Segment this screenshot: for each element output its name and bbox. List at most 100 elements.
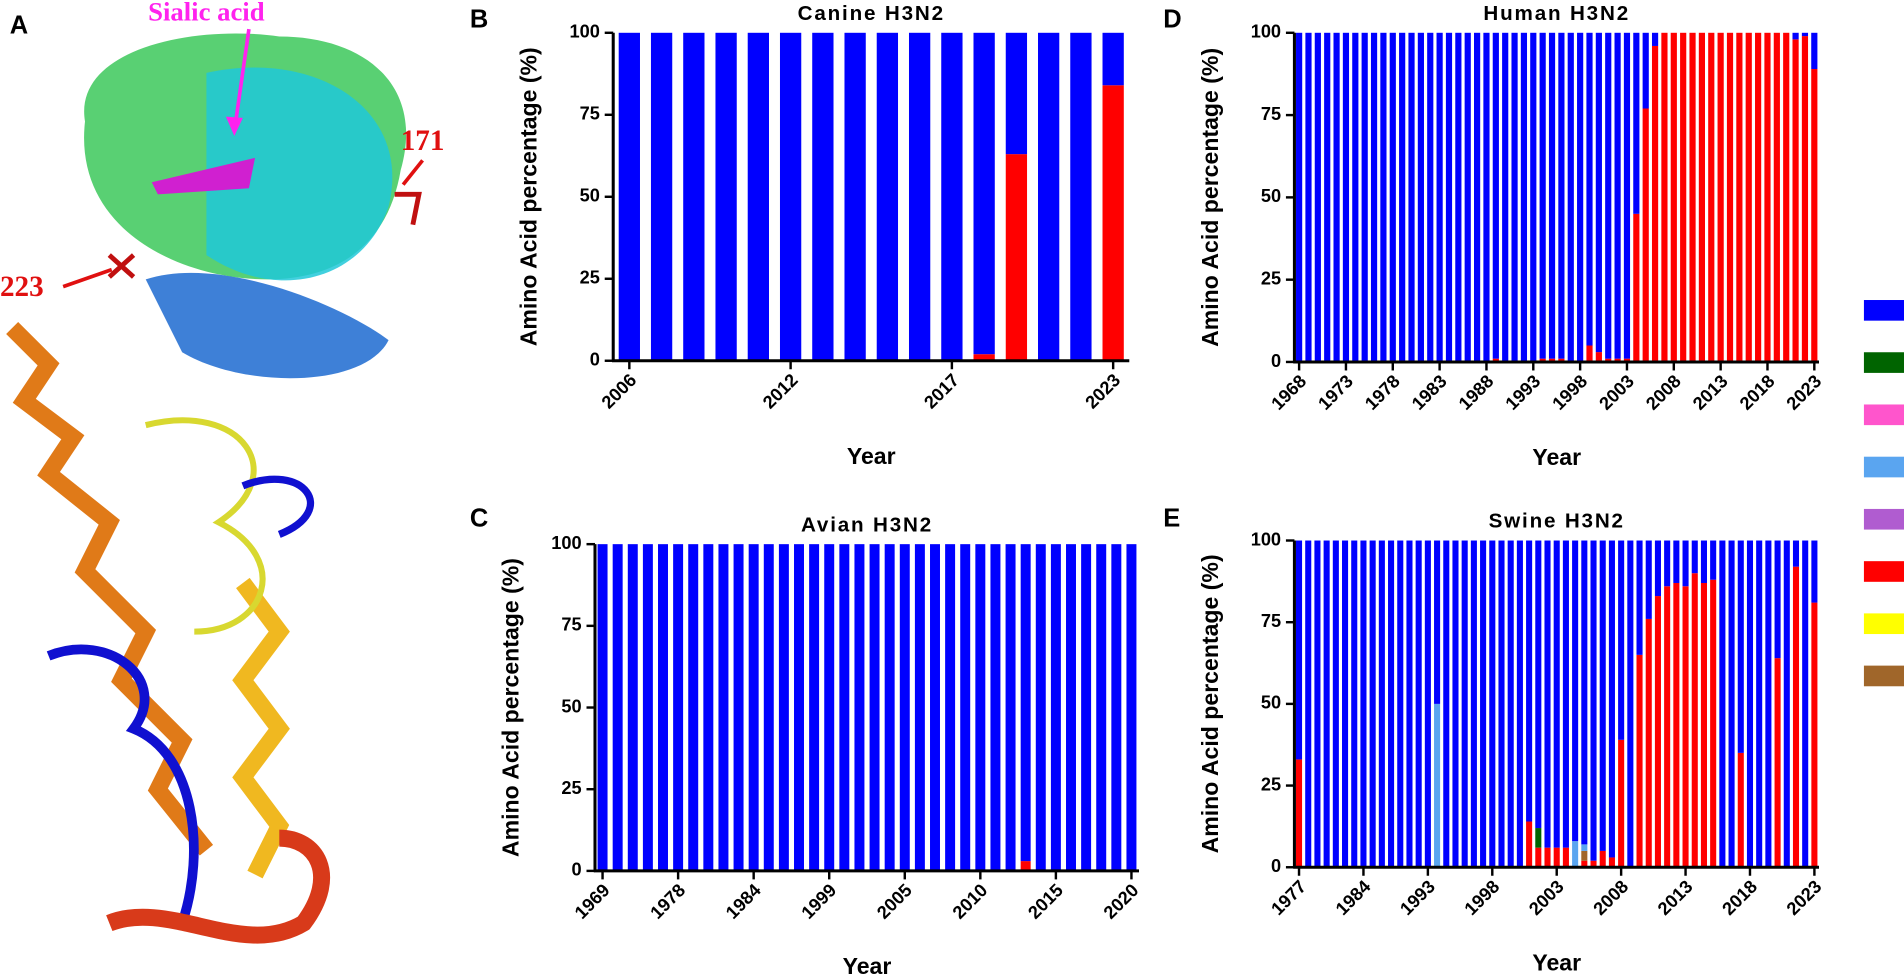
bar-segment [1005,154,1028,361]
bar-segment [1562,540,1569,848]
y-tick-label: 0 [1271,856,1281,876]
bar-segment [1342,32,1350,362]
protein-structure: A Sialic acid 171 223 [0,0,444,944]
bar-segment [1427,32,1434,362]
bar-segment [1811,602,1818,868]
bar-segment [1726,32,1734,362]
bar-segment [1548,358,1556,362]
bar-segment [1572,540,1579,842]
bar-segment [1530,32,1537,362]
x-tick-label: 2023 [1081,370,1124,413]
y-tick-label: 75 [1261,611,1281,631]
bar-segment [1599,850,1606,868]
bar-segment [1664,586,1671,868]
x-tick-label: 2006 [598,370,641,413]
legend-swatch [1863,404,1904,426]
bar-segment [1811,32,1818,70]
y-tick-label: 75 [561,615,581,635]
bar-segment [1590,540,1597,861]
bar-segment [1111,544,1122,871]
x-tick-label: 1978 [646,880,689,923]
bar-segment [1645,618,1652,868]
bar-segment [914,544,925,871]
bar-segment [1452,540,1459,868]
bar-segment [1689,32,1696,362]
legend [1863,300,1904,687]
y-axis-label: Amino Acid percentage (%) [1197,48,1223,347]
x-tick-label: 1993 [1396,876,1439,919]
bar-segment [1020,861,1031,871]
bar-segment [1595,352,1602,362]
arrow [401,159,424,186]
bar-segment [1673,540,1680,583]
bar-segment [1572,841,1579,868]
bar-segment [1038,32,1060,361]
arrowhead [225,116,243,137]
bar-segment [854,544,865,871]
chart: B Canine H3N2 0 25 50 75 100 2006 2012 2017 2023 Ye… [470,2,1130,469]
bar-segment [1399,32,1406,362]
bar-segment [1035,544,1046,871]
bar-segment [1370,32,1378,362]
bar-segment [650,32,673,361]
bar-segment [1719,540,1726,868]
bar-segment [1323,540,1330,868]
bar-segment [1605,358,1612,362]
bar-segment [1623,358,1631,362]
bar-segment [1406,540,1413,868]
bar-segment [1745,32,1752,362]
bar-segment [1614,32,1621,359]
bar-segment [1614,358,1621,362]
bar-segment [1792,540,1800,567]
bar-segment [809,544,820,871]
bar-segment [1755,32,1762,362]
legend-swatch [1863,665,1904,687]
x-tick-label: 2020 [1100,880,1143,923]
bar-segment [1443,540,1450,868]
y-tick-label: 50 [561,696,581,716]
bar-segment [779,32,802,361]
bar-segment [1654,596,1661,868]
bar-segment [1581,850,1588,861]
bar-segment [1455,32,1462,362]
bar-segment [1470,540,1477,868]
y-tick-label: 0 [590,350,600,370]
bar-segment [1618,739,1625,868]
y-tick-label: 25 [580,268,600,288]
bar-segment [1295,540,1303,760]
x-tick-label: 1988 [1455,371,1498,414]
bar-segment [748,544,759,871]
bar-segment [1296,32,1303,362]
x-tick-label: 1984 [1332,876,1375,919]
bar-segment [1380,32,1387,362]
bar-segment [1737,752,1744,868]
bar-segment [1436,32,1443,362]
bar-segment [1783,540,1790,868]
x-tick-label: 1998 [1461,876,1504,919]
panel-label: A [10,11,28,39]
bar-segment [1526,540,1533,822]
bar-segment [1801,36,1809,362]
bar-segment [1708,32,1715,362]
bar-segment [1445,32,1453,362]
bar-segment [1736,32,1743,362]
bar-segment [612,544,623,871]
bar-segment [733,544,744,871]
x-axis-label: Year [847,443,896,469]
x-axis-label: Year [1532,444,1581,470]
x-tick-label: 1998 [1548,371,1591,414]
x-tick-label: 2005 [873,880,916,923]
chart-title: Canine H3N2 [798,2,945,25]
bar-segment [1498,540,1505,868]
x-tick-label: 1973 [1314,371,1357,414]
strand-blue-2 [241,475,315,538]
chart: C Avian H3N2 0 25 50 75 100 1969 1978 1984 1999 200… [470,505,1143,979]
bar-segment [1361,32,1368,362]
bar-segment [884,544,895,871]
panel-label: E [1163,505,1180,533]
bar-segment [1096,544,1107,871]
bar-segment [1352,32,1359,362]
bar-segment [1608,857,1615,868]
bar-segment [1642,108,1649,362]
helix-red [106,829,331,944]
